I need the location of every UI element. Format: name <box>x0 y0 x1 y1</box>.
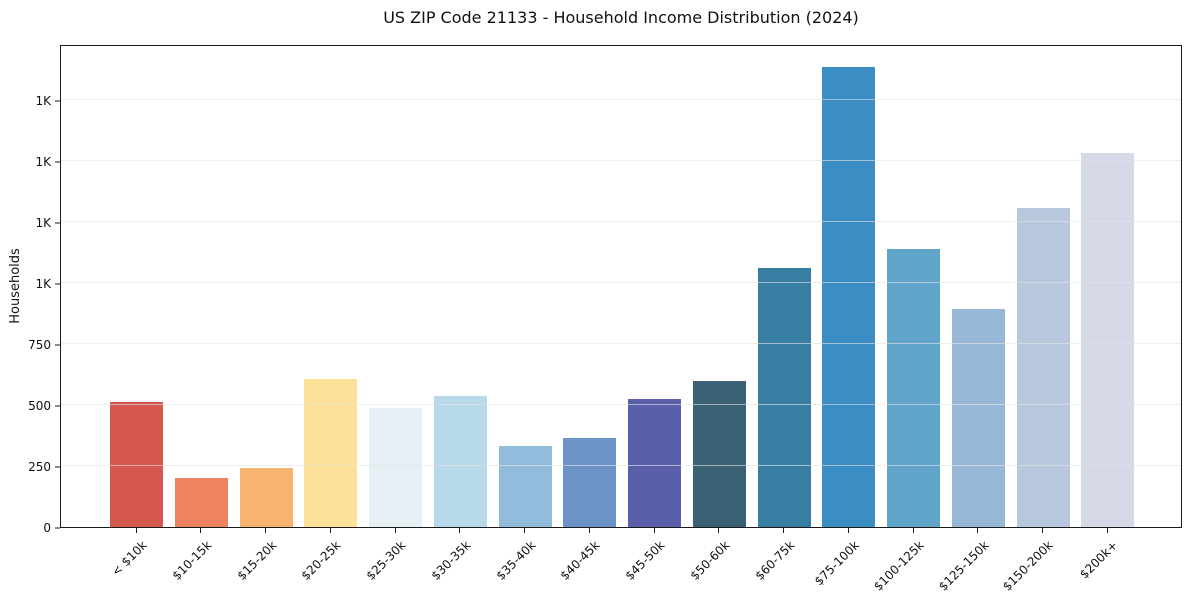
bar <box>757 267 811 527</box>
x-tick-mark <box>977 528 979 533</box>
bar <box>692 381 746 527</box>
y-tick-mark <box>55 527 60 529</box>
y-tick-mark <box>55 405 60 407</box>
y-tick-label: 1K <box>35 215 51 230</box>
x-tick-label-text: $200k+ <box>1077 538 1121 582</box>
y-tick-label: 750 <box>28 337 51 352</box>
bar <box>433 395 487 527</box>
y-tick-label: 250 <box>28 459 51 474</box>
x-tick-mark <box>1106 528 1108 533</box>
gridline <box>61 342 1181 344</box>
y-tick-mark <box>55 344 60 346</box>
x-tick-label-text: $75-100k <box>811 538 862 589</box>
x-tick-label-text: $40-45k <box>557 538 603 583</box>
y-tick-label: 1K <box>35 154 51 169</box>
gridline <box>61 403 1181 405</box>
y-tick-label: 1K <box>35 276 51 291</box>
y-tick-label: 500 <box>28 398 51 413</box>
x-tick-mark <box>265 528 266 533</box>
x-tick-mark <box>783 528 784 533</box>
y-tick-label: 0 <box>43 521 51 535</box>
x-tick-label-text: $60-75k <box>752 538 797 583</box>
bar <box>1016 207 1070 527</box>
x-tick-mark <box>135 528 137 533</box>
gridline <box>61 464 1181 466</box>
x-tick-mark <box>394 528 396 533</box>
x-tick-label-text: $20-25k <box>298 538 344 583</box>
bar <box>563 438 617 527</box>
x-tick-mark <box>912 528 914 533</box>
bar <box>369 408 422 527</box>
y-tick-mark <box>55 100 60 102</box>
x-tick-mark <box>524 528 525 533</box>
x-tick-label-text: $50-60k <box>687 538 733 583</box>
x-tick-label-text: $35-40k <box>493 538 538 583</box>
x-tick-label-text: $30-35k <box>428 538 474 583</box>
x-tick-label-text: $15-20k <box>234 538 279 583</box>
bar <box>887 249 940 527</box>
x-tick-label-text: < $10k <box>108 538 150 579</box>
x-tick-mark <box>718 528 720 533</box>
bar <box>304 378 358 527</box>
x-tick-mark <box>1042 528 1043 533</box>
x-tick-mark <box>329 528 331 533</box>
x-tick-label-text: $25-30k <box>363 538 409 583</box>
chart-title: US ZIP Code 21133 - Household Income Dis… <box>383 8 859 27</box>
plot-area <box>60 45 1182 528</box>
gridline <box>61 98 1181 100</box>
x-tick-label-text: $10-15k <box>169 538 215 583</box>
bar <box>1081 152 1135 527</box>
bar <box>174 478 228 527</box>
bar <box>951 309 1005 527</box>
x-tick-mark <box>653 528 655 533</box>
x-tick-label-text: $100-125k <box>870 538 927 594</box>
x-tick-mark <box>847 528 849 533</box>
y-tick-mark <box>55 466 60 468</box>
y-tick-mark <box>55 222 60 224</box>
y-tick-mark <box>55 283 60 285</box>
bar <box>822 66 876 527</box>
x-tick-mark <box>200 528 202 533</box>
gridline <box>61 159 1181 161</box>
y-axis-label-text: Households <box>8 248 23 324</box>
x-tick-mark <box>459 528 461 533</box>
bar <box>110 402 163 527</box>
x-tick-label-text: $45-50k <box>622 538 668 583</box>
x-tick-label-text: $125-150k <box>935 538 992 594</box>
x-tick-label-text: $150-200k <box>1000 538 1056 594</box>
y-tick-label: 1K <box>35 93 51 108</box>
bar <box>239 468 293 527</box>
x-tick-mark <box>588 528 590 533</box>
gridline <box>61 220 1181 222</box>
bar <box>628 399 681 527</box>
y-tick-mark <box>55 161 60 163</box>
gridline <box>61 281 1181 283</box>
bar <box>498 446 552 527</box>
